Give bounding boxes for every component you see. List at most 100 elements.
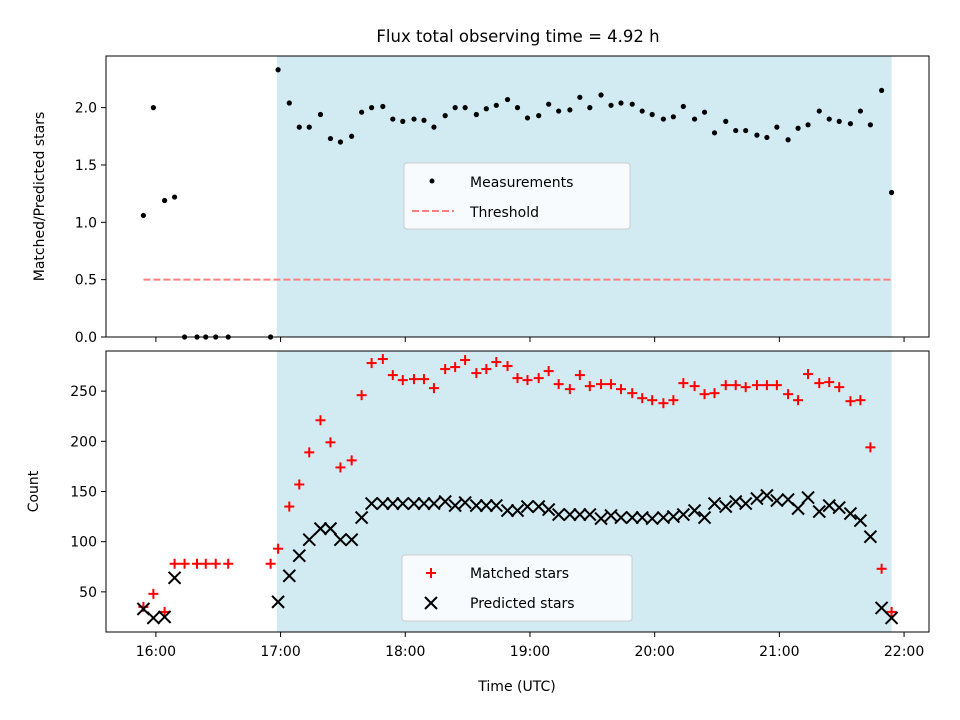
matched-stars-point <box>564 384 575 395</box>
matched-stars-point <box>699 389 710 400</box>
matched-stars-point <box>450 362 461 373</box>
predicted-stars-point <box>697 510 712 525</box>
measurement-point <box>275 67 281 73</box>
chart-title: Flux total observing time = 4.92 h <box>376 27 659 46</box>
matched-stars-point <box>491 357 502 368</box>
matched-stars-point <box>471 368 482 379</box>
measurement-point <box>847 121 854 127</box>
x-tick-label: 18:00 <box>385 644 425 660</box>
matched-stars-point <box>834 382 845 393</box>
matched-stars-point <box>377 354 388 365</box>
predicted-stars-point <box>760 488 774 503</box>
predicted-stars-point <box>791 501 805 516</box>
matched-stars-point <box>200 558 211 569</box>
x-tick-label: 19:00 <box>510 644 550 660</box>
matched-stars-point <box>793 395 804 406</box>
x-tick-label: 22:00 <box>884 644 924 660</box>
measurement-point <box>785 137 791 143</box>
bottom-xlabel: Time (UTC) <box>477 679 555 695</box>
predicted-stars-point <box>376 496 390 511</box>
matched-stars-point <box>418 374 429 385</box>
predicted-stars-point <box>364 496 379 511</box>
predicted-stars-point <box>302 532 316 547</box>
measurement-point <box>764 134 770 141</box>
legend-measurements-marker <box>429 178 435 184</box>
predicted-stars-point <box>438 494 452 509</box>
matched-stars-point <box>179 558 190 569</box>
measurement-point <box>598 92 604 98</box>
matched-stars-point <box>387 370 398 381</box>
matched-stars-point <box>751 380 762 391</box>
x-tick-label: 21:00 <box>759 644 799 660</box>
measurement-point <box>462 105 468 111</box>
predicted-stars-point <box>407 496 421 511</box>
matched-stars-point <box>192 558 203 569</box>
measurement-point <box>286 100 292 106</box>
measurement-point <box>649 111 655 118</box>
matched-stars-point <box>658 398 669 409</box>
predicted-stars-point <box>812 504 826 519</box>
matched-stars-point <box>397 375 408 386</box>
measurement-point <box>546 101 552 107</box>
predicted-stars-point <box>271 595 285 609</box>
matched-stars-point <box>460 355 471 366</box>
matched-stars-point <box>574 370 585 381</box>
predicted-stars-point <box>541 502 556 517</box>
matched-stars-point <box>356 390 367 401</box>
matched-stars-point <box>647 395 658 406</box>
matched-stars-point <box>584 381 595 392</box>
measurement-point <box>826 116 832 122</box>
matched-stars-point <box>543 366 554 377</box>
predicted-stars-point <box>874 601 889 615</box>
matched-stars-point <box>481 364 492 375</box>
matched-stars-point <box>315 415 326 426</box>
matched-stars-point <box>761 380 772 391</box>
matched-stars-point <box>865 442 876 453</box>
measurement-point <box>369 105 375 111</box>
measurement-point <box>171 194 178 200</box>
predicted-stars-point <box>707 496 722 511</box>
bottom-axes-frame <box>105 350 930 633</box>
measurement-point <box>400 118 406 124</box>
bottom-panel: 50 100 150 200 250 16:00 17:00 18:00 19:00 20:00… <box>26 350 930 695</box>
matched-stars-point <box>265 558 276 569</box>
legend-measurements-label: Measurements <box>470 175 573 191</box>
measurement-point <box>836 118 842 124</box>
predicted-stars-point <box>354 510 369 525</box>
matched-stars-point <box>533 373 544 384</box>
matched-stars-point <box>210 558 221 569</box>
measurement-point <box>743 127 749 134</box>
measurement-point <box>711 130 718 136</box>
predicted-stars-point <box>500 503 515 518</box>
measurement-point <box>493 102 499 108</box>
y-tick-label: 2.0 <box>75 101 97 117</box>
legend-threshold-label: Threshold <box>469 205 539 221</box>
y-tick-label: 50 <box>79 585 97 601</box>
matched-stars-point <box>409 374 420 385</box>
predicted-stars-point <box>167 571 182 585</box>
legend-predicted-label: Predicted stars <box>470 596 575 612</box>
measurement-point <box>411 116 417 122</box>
measurement-point <box>660 116 666 122</box>
measurement-point <box>629 101 635 107</box>
measurement-point <box>816 108 822 114</box>
measurement-point <box>380 103 386 110</box>
predicted-stars-point <box>750 491 764 506</box>
y-tick-label: 0.5 <box>75 273 97 289</box>
y-tick-label: 100 <box>70 535 97 551</box>
matched-stars-point <box>304 447 315 458</box>
predicted-stars-point <box>719 499 733 514</box>
predicted-stars-point <box>333 532 348 547</box>
matched-stars-point <box>223 558 234 569</box>
matched-stars-point <box>159 606 170 617</box>
measurement-point <box>587 105 593 111</box>
predicted-stars-point <box>417 496 431 511</box>
x-tick-label: 20:00 <box>634 644 674 660</box>
matched-stars-point <box>366 358 377 369</box>
measurement-point <box>359 109 365 115</box>
predicted-stars-point <box>469 498 484 513</box>
predicted-stars-point <box>427 496 441 511</box>
predicted-stars-point <box>863 529 878 544</box>
predicted-stars-point <box>625 510 639 525</box>
measurement-point <box>140 212 147 219</box>
